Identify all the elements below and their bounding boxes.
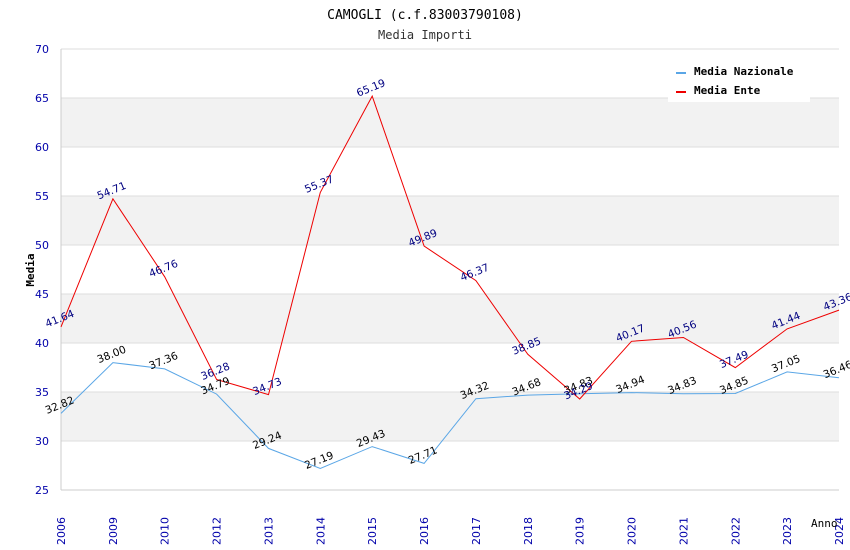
y-tick-label: 50: [35, 239, 49, 252]
legend-background: [668, 58, 810, 102]
x-tick-label: 2017: [470, 517, 483, 545]
x-axis-label: Anno: [811, 517, 838, 530]
legend: Media Nazionale Media Ente: [668, 58, 810, 102]
y-tick-label: 65: [35, 92, 49, 105]
chart-title: CAMOGLI (c.f.83003790108): [327, 8, 523, 23]
x-tick-label: 2018: [522, 517, 535, 545]
grid-band: [61, 441, 839, 490]
series-line-ente: [60, 94, 840, 400]
series-lines: [60, 94, 840, 470]
x-tick-label: 2024: [833, 517, 846, 545]
grid-band: [61, 98, 839, 147]
x-tick-label: 2014: [314, 517, 327, 545]
x-tick-label: 2022: [729, 517, 742, 545]
x-tick-label: 2012: [211, 517, 224, 545]
y-tick-label: 60: [35, 141, 49, 154]
grid-band: [61, 343, 839, 392]
grid-band: [61, 196, 839, 245]
y-tick-label: 70: [35, 43, 49, 56]
grid-band: [61, 245, 839, 294]
x-tick-label: 2010: [159, 517, 172, 545]
grid-band: [61, 294, 839, 343]
legend-label-nazionale: Media Nazionale: [694, 65, 794, 78]
y-axis-ticks: 25 30 35 40 45 50 55 60 65 70: [35, 43, 49, 497]
y-tick-label: 45: [35, 288, 49, 301]
y-tick-label: 25: [35, 484, 49, 497]
x-tick-label: 2020: [626, 517, 639, 545]
grid-band: [61, 392, 839, 441]
y-tick-label: 55: [35, 190, 49, 203]
y-axis-label: Media: [24, 253, 37, 286]
grid-band: [61, 147, 839, 196]
y-tick-label: 35: [35, 386, 49, 399]
x-tick-label: 2006: [55, 517, 68, 545]
x-axis-ticks: 2006 2009 2010 2012 2013 2014 2015 2016 2017 2018…: [55, 517, 846, 545]
plot-background: [60, 48, 839, 491]
x-tick-label: 2016: [418, 517, 431, 545]
x-tick-label: 2019: [574, 517, 587, 545]
x-tick-label: 2015: [366, 517, 379, 545]
legend-label-ente: Media Ente: [694, 84, 761, 97]
series-line-nazionale: [60, 362, 840, 470]
x-tick-label: 2013: [262, 517, 275, 545]
x-tick-label: 2009: [107, 517, 120, 545]
y-tick-label: 30: [35, 435, 49, 448]
x-tick-label: 2023: [781, 517, 794, 545]
x-tick-label: 2021: [677, 517, 690, 545]
y-tick-label: 40: [35, 337, 49, 350]
chart-subtitle: Media Importi: [378, 28, 472, 42]
